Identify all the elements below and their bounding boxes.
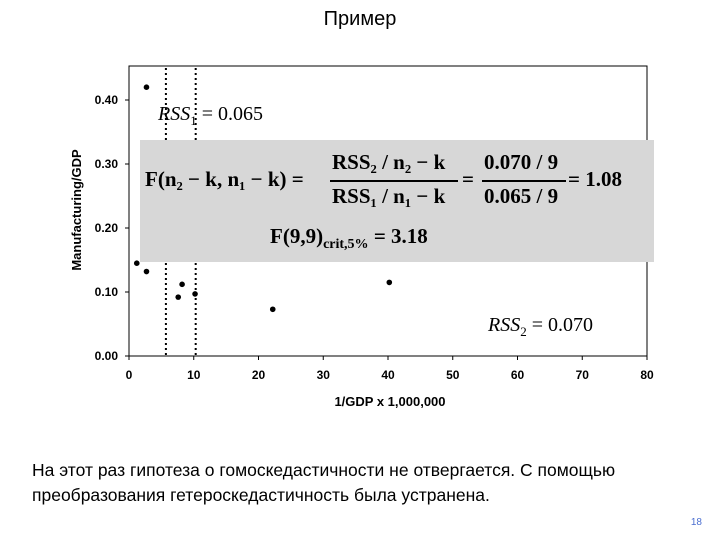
data-point <box>269 306 276 313</box>
y-tick-label: 0.40 <box>95 93 119 107</box>
critical-value: F(9,9)crit,5% = 3.18 <box>270 224 428 253</box>
equals-sign: = <box>462 167 474 191</box>
y-tick-label: 0.20 <box>95 221 119 235</box>
f-statistic-lhs: F(n₂ − k, n₁ − k) = <box>145 167 304 191</box>
data-point <box>192 291 198 297</box>
x-tick-label: 80 <box>640 368 654 382</box>
y-axis-label: Manufacturing/GDP <box>69 149 84 271</box>
rss1-label: RSS1 = 0.065 <box>158 103 263 128</box>
x-tick-label: 50 <box>446 368 460 382</box>
f-statistic-result: = 1.08 <box>568 167 622 191</box>
y-tick-label: 0.30 <box>95 157 119 171</box>
dotted-reference-lines <box>164 68 197 356</box>
y-tick-label: 0.10 <box>95 285 119 299</box>
data-point <box>133 260 140 267</box>
fraction1-bar <box>330 180 458 182</box>
x-tick-label: 10 <box>187 368 201 382</box>
x-tick-label: 40 <box>381 368 395 382</box>
fraction2-denominator: 0.065 / 9 <box>484 184 559 208</box>
fraction1-denominator: RSS₁ / n₁ − k <box>332 184 446 208</box>
fraction2-numerator: 0.070 / 9 <box>484 150 559 174</box>
x-tick-label: 20 <box>252 368 266 382</box>
x-tick-label: 30 <box>317 368 331 382</box>
formula-overlay <box>140 140 654 262</box>
y-tick-labels: 0.00 0.10 0.20 0.30 0.40 <box>95 93 119 363</box>
x-tick-label: 0 <box>126 368 133 382</box>
data-point <box>179 281 185 288</box>
x-axis-label: 1/GDP x 1,000,000 <box>334 394 445 409</box>
slide-caption: На этот раз гипотеза о гомоскедастичност… <box>32 460 616 505</box>
data-point <box>143 84 150 90</box>
data-point <box>175 294 182 300</box>
fraction1-numerator: RSS₂ / n₂ − k <box>332 150 446 174</box>
x-tick-label: 70 <box>576 368 590 382</box>
fraction2-bar <box>482 180 566 182</box>
x-tick-labels: 0 10 20 30 40 50 60 70 80 <box>126 368 654 382</box>
data-points <box>133 84 393 313</box>
x-tick-label: 60 <box>511 368 525 382</box>
y-tick-label: 0.00 <box>95 349 119 363</box>
slide-title: Пример <box>323 8 397 30</box>
data-point <box>143 268 150 275</box>
data-point <box>386 279 393 286</box>
page-number: 18 <box>690 517 702 528</box>
rss2-label: RSS2 = 0.070 <box>488 314 593 339</box>
